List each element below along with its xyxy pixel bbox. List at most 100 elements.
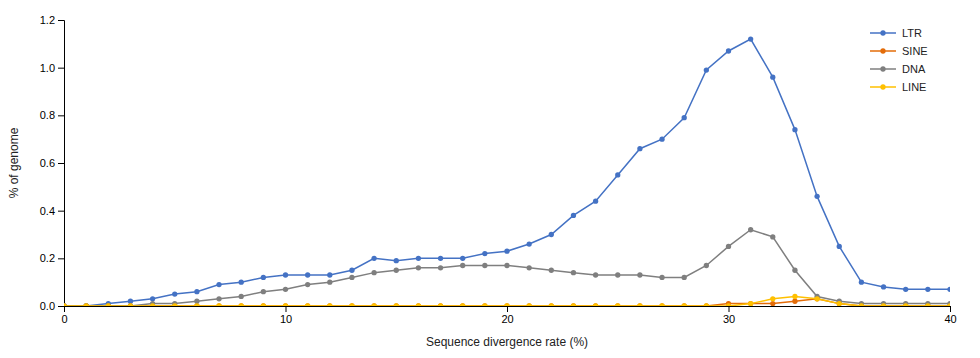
point bbox=[216, 296, 221, 301]
y-tick-mark bbox=[58, 306, 64, 307]
point bbox=[881, 284, 886, 289]
y-axis: 0.00.20.40.60.81.01.2 bbox=[40, 14, 65, 312]
point bbox=[549, 303, 554, 306]
x-tick-label: 30 bbox=[723, 313, 735, 325]
point bbox=[128, 303, 133, 306]
point bbox=[947, 287, 950, 292]
y-tick-label: 0.8 bbox=[40, 109, 55, 121]
point bbox=[504, 303, 509, 306]
point bbox=[261, 275, 266, 280]
point bbox=[682, 303, 687, 306]
x-tick-mark bbox=[950, 306, 951, 312]
point bbox=[527, 241, 532, 246]
point bbox=[438, 256, 443, 261]
point bbox=[239, 280, 244, 285]
point bbox=[305, 303, 310, 306]
y-axis-line bbox=[58, 21, 65, 307]
point bbox=[659, 137, 664, 142]
point bbox=[482, 303, 487, 306]
point bbox=[637, 146, 642, 151]
point bbox=[84, 303, 89, 306]
point bbox=[837, 244, 842, 249]
y-tick-label: 1.0 bbox=[40, 62, 55, 74]
point bbox=[748, 301, 753, 306]
point bbox=[593, 272, 598, 277]
point bbox=[549, 303, 554, 306]
x-tick-mark bbox=[507, 306, 508, 312]
point bbox=[504, 303, 509, 306]
point bbox=[239, 303, 244, 306]
y-tick: 0.6 bbox=[40, 157, 64, 169]
series-line bbox=[64, 39, 950, 306]
point bbox=[327, 303, 332, 306]
point bbox=[682, 303, 687, 306]
marks bbox=[64, 36, 950, 306]
point bbox=[128, 299, 133, 304]
point bbox=[792, 294, 797, 299]
point bbox=[726, 303, 731, 306]
point bbox=[682, 115, 687, 120]
point bbox=[349, 268, 354, 273]
x-tick-mark bbox=[729, 306, 730, 312]
point bbox=[637, 303, 642, 306]
point bbox=[527, 265, 532, 270]
point bbox=[305, 272, 310, 277]
legend-marker bbox=[880, 48, 885, 53]
point bbox=[903, 303, 908, 306]
point bbox=[682, 275, 687, 280]
point bbox=[571, 303, 576, 306]
point bbox=[571, 270, 576, 275]
point bbox=[216, 303, 221, 306]
point bbox=[64, 303, 67, 306]
point bbox=[239, 294, 244, 299]
x-tick: 0 bbox=[61, 306, 67, 325]
point bbox=[150, 303, 155, 306]
y-tick-mark bbox=[58, 258, 64, 259]
y-axis-title: % of genome bbox=[7, 127, 21, 198]
point bbox=[814, 296, 819, 301]
series bbox=[64, 294, 950, 306]
legend-item: LINE bbox=[870, 81, 926, 93]
point bbox=[549, 232, 554, 237]
point bbox=[859, 303, 864, 306]
point bbox=[64, 303, 67, 306]
point bbox=[615, 172, 620, 177]
point bbox=[216, 303, 221, 306]
y-tick-mark bbox=[58, 68, 64, 69]
point bbox=[637, 272, 642, 277]
point bbox=[814, 194, 819, 199]
legend-label: LTR bbox=[902, 27, 922, 39]
point bbox=[460, 256, 465, 261]
point bbox=[438, 303, 443, 306]
point bbox=[704, 263, 709, 268]
y-tick-label: 1.2 bbox=[40, 14, 55, 26]
point bbox=[947, 303, 950, 306]
point bbox=[394, 303, 399, 306]
point bbox=[925, 287, 930, 292]
point bbox=[194, 289, 199, 294]
point bbox=[172, 291, 177, 296]
point bbox=[84, 303, 89, 306]
point bbox=[371, 303, 376, 306]
point bbox=[327, 272, 332, 277]
point bbox=[770, 75, 775, 80]
y-tick-label: 0.2 bbox=[40, 252, 55, 264]
point bbox=[416, 256, 421, 261]
point bbox=[748, 36, 753, 41]
series bbox=[64, 227, 950, 306]
point bbox=[859, 280, 864, 285]
y-tick: 1.0 bbox=[40, 62, 64, 74]
point bbox=[527, 303, 532, 306]
plot: 0102030400.00.20.40.60.81.01.2Sequence d… bbox=[7, 14, 957, 349]
point bbox=[482, 303, 487, 306]
x-tick: 20 bbox=[501, 306, 513, 325]
point bbox=[792, 268, 797, 273]
y-tick: 1.2 bbox=[40, 14, 64, 26]
chart: 0102030400.00.20.40.60.81.01.2Sequence d… bbox=[0, 0, 980, 358]
point bbox=[726, 244, 731, 249]
point bbox=[394, 303, 399, 306]
point bbox=[128, 303, 133, 306]
point bbox=[504, 249, 509, 254]
y-tick: 0.8 bbox=[40, 109, 64, 121]
y-tick: 0.0 bbox=[40, 300, 64, 312]
